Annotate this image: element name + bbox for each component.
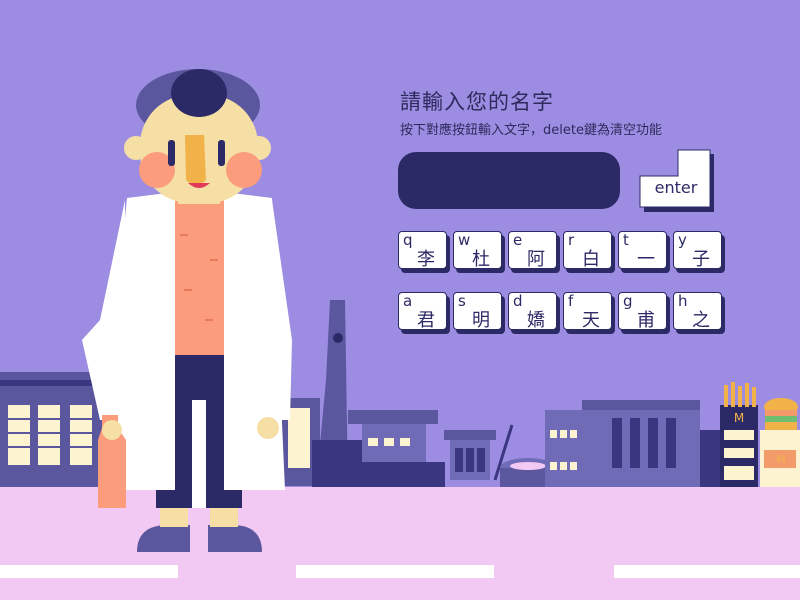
key-character: 嬌 [527, 310, 545, 331]
key-character: 子 [692, 249, 710, 270]
key-letter: r [568, 231, 575, 249]
key-character: 杜 [472, 249, 490, 270]
key-letter: e [513, 231, 523, 249]
key-character: 一 [637, 249, 655, 270]
key-letter: q [403, 231, 413, 249]
key-letter: f [568, 292, 574, 310]
enter-button[interactable]: enter [640, 150, 714, 208]
ground [0, 487, 800, 600]
key-letter: a [403, 292, 413, 310]
key-character: 天 [582, 310, 600, 331]
instructions-text: 按下對應按鈕輸入文字，delete鍵為清空功能 [400, 123, 662, 138]
key-letter: d [513, 292, 523, 310]
page-title: 請輸入您的名字 [400, 90, 554, 114]
key-character: 君 [417, 310, 435, 331]
enter-button-label: enter [654, 178, 698, 197]
key-character: 阿 [527, 249, 545, 270]
key-character: 明 [472, 310, 490, 331]
enter-key-shape [639, 149, 714, 212]
key-letter: g [623, 292, 633, 310]
key-character: 李 [417, 249, 435, 270]
key-letter: t [623, 231, 629, 249]
key-letter: y [678, 231, 687, 249]
key-character: 之 [692, 310, 710, 331]
key-letter: w [458, 231, 471, 249]
key-character: 甫 [637, 310, 655, 331]
character-doctor [82, 69, 292, 552]
svg-text:M: M [734, 411, 744, 425]
svg-text:M: M [776, 453, 786, 466]
name-input[interactable] [398, 152, 620, 209]
key-letter: h [678, 292, 688, 310]
key-letter: s [458, 292, 466, 310]
road-markings [0, 565, 800, 578]
key-character: 白 [582, 249, 600, 270]
